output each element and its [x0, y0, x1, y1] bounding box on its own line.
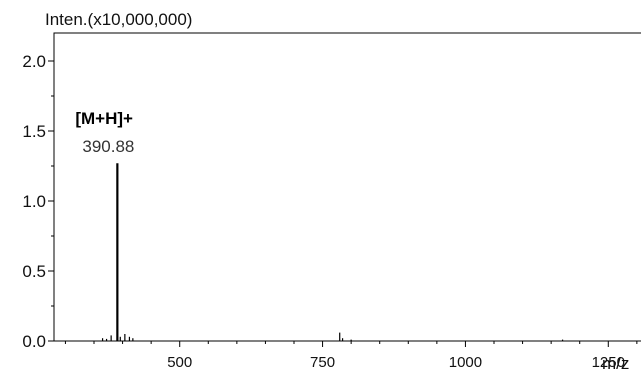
plot-frame: [53, 32, 641, 342]
y-tick-label: 2.0: [22, 52, 46, 71]
ion-annotation: [M+H]+: [75, 109, 133, 128]
y-tick-label: 1.5: [22, 122, 46, 141]
x-tick-label: 1250: [592, 354, 625, 371]
y-tick-label: 1.0: [22, 192, 46, 211]
x-tick-label: 500: [167, 354, 192, 371]
y-tick-label: 0.0: [22, 332, 46, 351]
spectrum-peaks: [101, 163, 564, 341]
x-tick-label: 1000: [449, 354, 482, 371]
x-tick-label: 750: [310, 354, 335, 371]
peak-mass-label: 390.88: [82, 137, 134, 156]
x-axis: 500 750 1000 1250: [64, 341, 638, 371]
peak-annotations: [M+H]+ 390.88: [75, 109, 134, 156]
y-axis: 0.0 0.5 1.0 1.5 2.0: [22, 52, 54, 351]
y-tick-label: 0.5: [22, 262, 46, 281]
x-axis-title: m/z: [602, 354, 629, 373]
y-axis-title: Inten.(x10,000,000): [45, 10, 192, 29]
